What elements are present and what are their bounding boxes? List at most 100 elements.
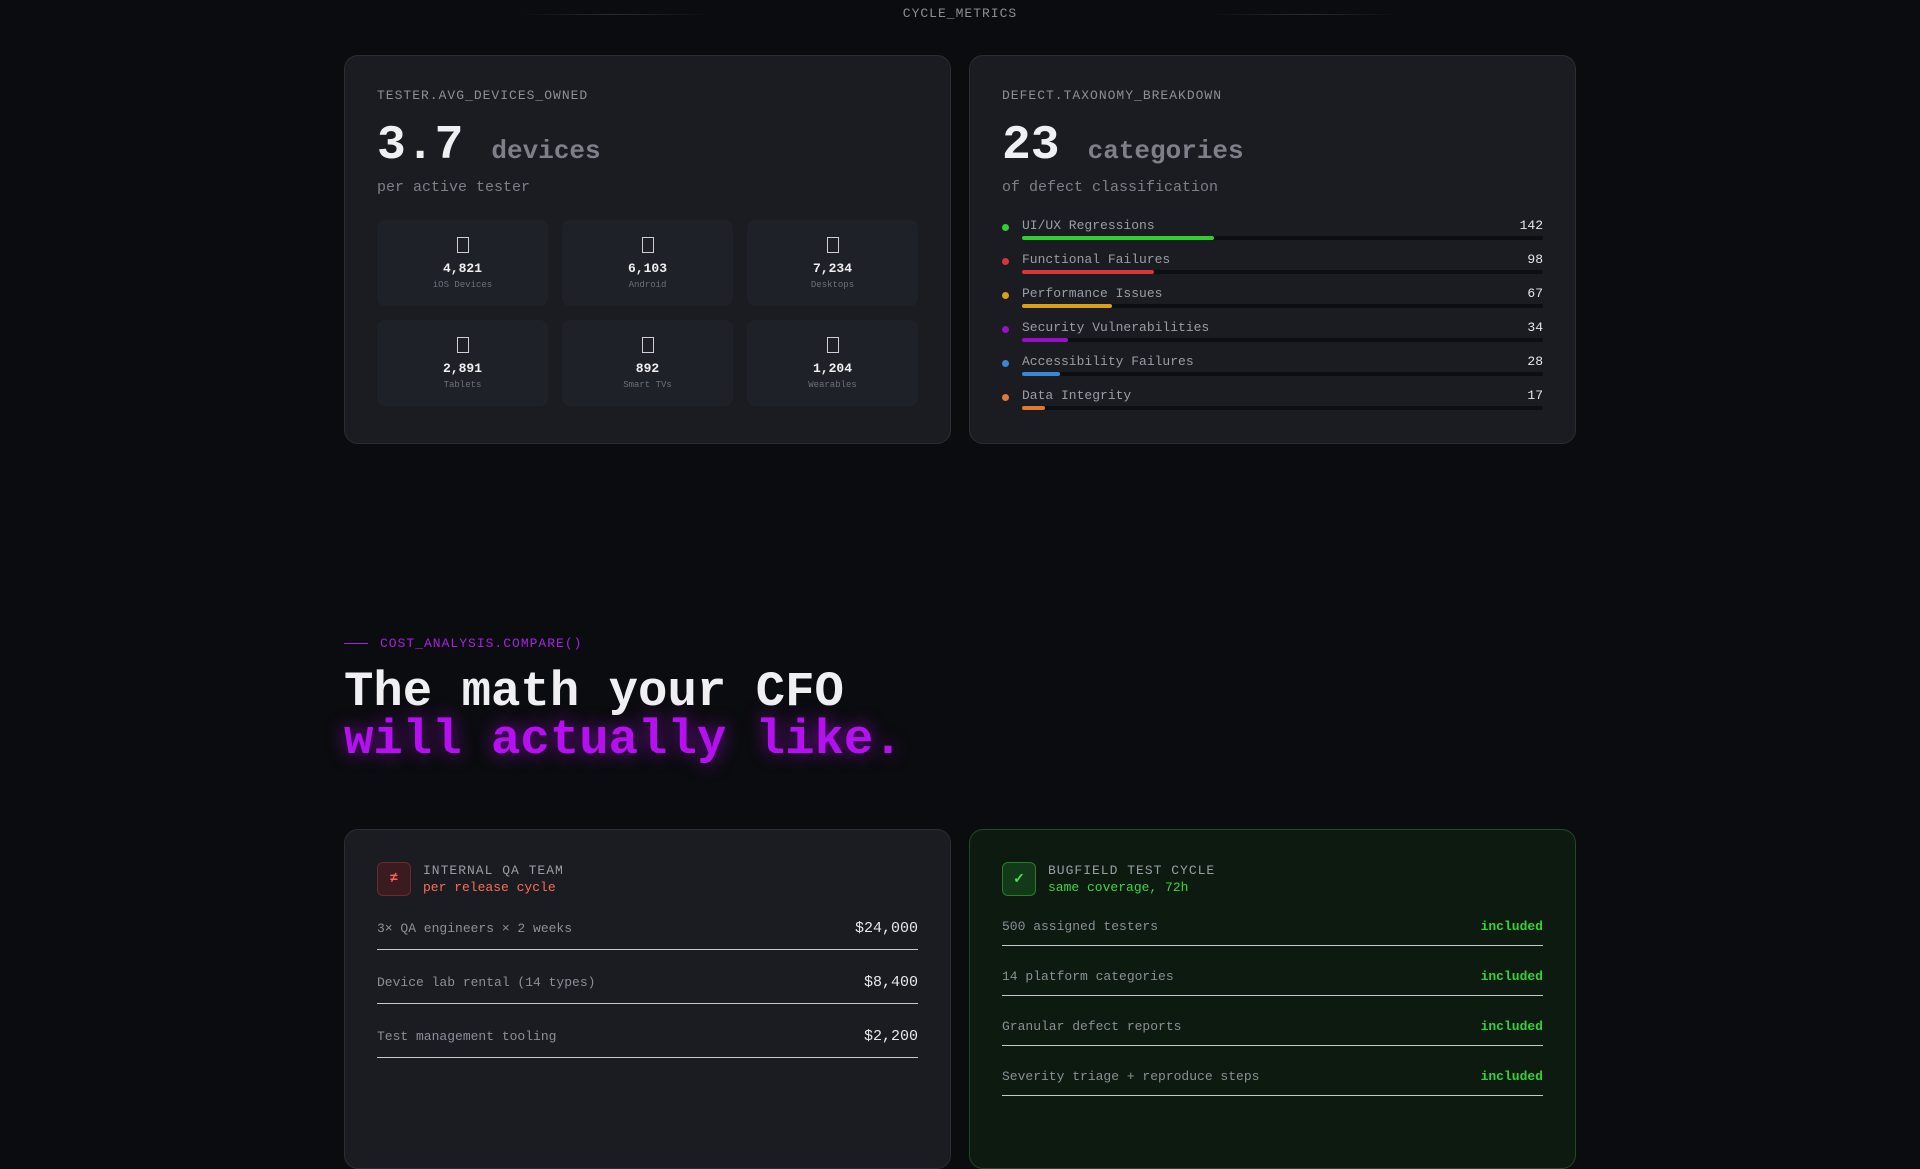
device-label: iOS Devices (432, 279, 493, 290)
unit: devices (491, 136, 601, 166)
legend-dot (1002, 292, 1009, 299)
legend-dot (1002, 258, 1009, 265)
legend-dot (1002, 326, 1009, 333)
defects-card: DEFECT.TAXONOMY_BREAKDOWN 23 categories o… (969, 55, 1576, 444)
card-subtitle: same coverage, 72h (1048, 880, 1189, 895)
device-count: 2,891 (442, 360, 482, 376)
bar (1022, 270, 1155, 274)
metric: 23 (1002, 119, 1060, 173)
row-value: included (1480, 918, 1543, 934)
defect-row: Security Vulnerabilities 34 (1002, 320, 1543, 354)
row-value: $24,000 (854, 919, 918, 937)
cost-row: 14 platform categories included (1002, 957, 1543, 996)
card-label: DEFECT.TAXONOMY_BREAKDOWN (1002, 88, 1223, 103)
device-icon (641, 236, 654, 253)
device-count: 892 (635, 360, 660, 376)
defect-list: UI/UX Regressions 142 Functional Failures 9… (1002, 218, 1543, 422)
device-label: Desktops (810, 279, 855, 290)
row-label: 14 platform categories (1002, 968, 1174, 984)
row-label: Granular defect reports (1002, 1018, 1182, 1034)
cost-row: Granular defect reports included (1002, 1007, 1543, 1046)
bar (1022, 406, 1045, 410)
device-tile: 892 Smart TVs (562, 320, 733, 406)
device-label: Smart TVs (623, 379, 672, 390)
cost-row: Severity triage + reproduce steps include… (1002, 1057, 1543, 1096)
defect-row: Accessibility Failures 28 (1002, 354, 1543, 388)
device-grid: 4,821 iOS Devices 6,103 Android 7,234 Desktop… (377, 220, 918, 406)
bar-track (1022, 304, 1543, 308)
defect-row: UI/UX Regressions 142 (1002, 218, 1543, 252)
icon: ✓ (1002, 862, 1036, 896)
device-icon (826, 336, 839, 353)
section-title: CYCLE_METRICS (902, 6, 1018, 21)
cost-row: Test management tooling $2,200 (377, 1015, 918, 1058)
defect-count: 28 (1527, 354, 1543, 369)
subtitle: per active tester (377, 179, 531, 196)
defect-count: 34 (1527, 320, 1543, 335)
card-label: TESTER.AVG_DEVICES_OWNED (377, 88, 589, 103)
defect-name: UI/UX Regressions (1022, 218, 1155, 233)
divider (1210, 14, 1400, 15)
defect-row: Performance Issues 67 (1002, 286, 1543, 320)
device-label: Tablets (443, 379, 482, 390)
bar-track (1022, 270, 1543, 274)
device-tile: 7,234 Desktops (747, 220, 918, 306)
device-label: Wearables (808, 379, 857, 390)
row-value: $2,200 (863, 1027, 918, 1045)
device-tile: 6,103 Android (562, 220, 733, 306)
page-body: CYCLE_METRICS TESTER.AVG_DEVICES_OWNED 3… (344, 6, 1576, 1169)
defect-count: 142 (1519, 218, 1543, 233)
defect-row: Data Integrity 17 (1002, 388, 1543, 422)
legend-dot (1002, 224, 1009, 231)
bar-track (1022, 338, 1543, 342)
row-label: 500 assigned testers (1002, 918, 1159, 934)
row-value: included (1480, 968, 1543, 984)
heading: The math your CFO (344, 664, 844, 720)
device-tile: 2,891 Tablets (377, 320, 548, 406)
compare-card: ✓ BUGFIELD TEST CYCLE same coverage, 72h … (969, 829, 1576, 1169)
metric: 3.7 (377, 119, 464, 173)
subtitle: of defect classification (1002, 179, 1219, 196)
bar (1022, 338, 1068, 342)
defect-count: 98 (1527, 252, 1543, 267)
row-value: $8,400 (863, 973, 918, 991)
icon: ≠ (377, 862, 411, 896)
defect-count: 17 (1527, 388, 1543, 403)
defect-row: Functional Failures 98 (1002, 252, 1543, 286)
divider (520, 14, 710, 15)
defect-name: Data Integrity (1022, 388, 1132, 403)
defect-name: Performance Issues (1022, 286, 1163, 301)
legend-dot (1002, 394, 1009, 401)
page: { "header": {"title": "CYCLE_METRICS"}, … (344, 6, 1576, 1169)
heading-accent: will actually like. (344, 712, 903, 768)
row-label: Severity triage + reproduce steps (1002, 1068, 1260, 1084)
device-tile: 1,204 Wearables (747, 320, 918, 406)
device-icon (826, 236, 839, 253)
card-subtitle: per release cycle (423, 880, 556, 895)
tag-text: COST_ANALYSIS.COMPARE() (380, 636, 583, 651)
device-tile: 4,821 iOS Devices (377, 220, 548, 306)
defect-name: Security Vulnerabilities (1022, 320, 1210, 335)
defect-name: Accessibility Failures (1022, 354, 1194, 369)
legend-dot (1002, 360, 1009, 367)
card-title: INTERNAL QA TEAM (423, 863, 564, 878)
bar-track (1022, 372, 1543, 376)
defect-name: Functional Failures (1022, 252, 1171, 267)
device-icon (641, 336, 654, 353)
bar-track (1022, 236, 1543, 240)
compare-card: ≠ INTERNAL QA TEAM per release cycle 3× Q… (344, 829, 951, 1169)
row-value: included (1480, 1018, 1543, 1034)
cost-row: 3× QA engineers × 2 weeks $24,000 (377, 907, 918, 950)
cost-row: 500 assigned testers included (1002, 907, 1543, 946)
cost-row: Device lab rental (14 types) $8,400 (377, 961, 918, 1004)
device-icon (456, 336, 469, 353)
section-tag: COST_ANALYSIS.COMPARE() (344, 636, 582, 651)
devices-card: TESTER.AVG_DEVICES_OWNED 3.7 devices per … (344, 55, 951, 444)
row-label: 3× QA engineers × 2 weeks (377, 920, 573, 936)
device-label: Android (628, 279, 667, 290)
row-label: Test management tooling (377, 1028, 557, 1044)
device-count: 6,103 (627, 260, 667, 276)
defect-count: 67 (1527, 286, 1543, 301)
bar (1022, 304, 1113, 308)
unit: categories (1087, 136, 1244, 166)
